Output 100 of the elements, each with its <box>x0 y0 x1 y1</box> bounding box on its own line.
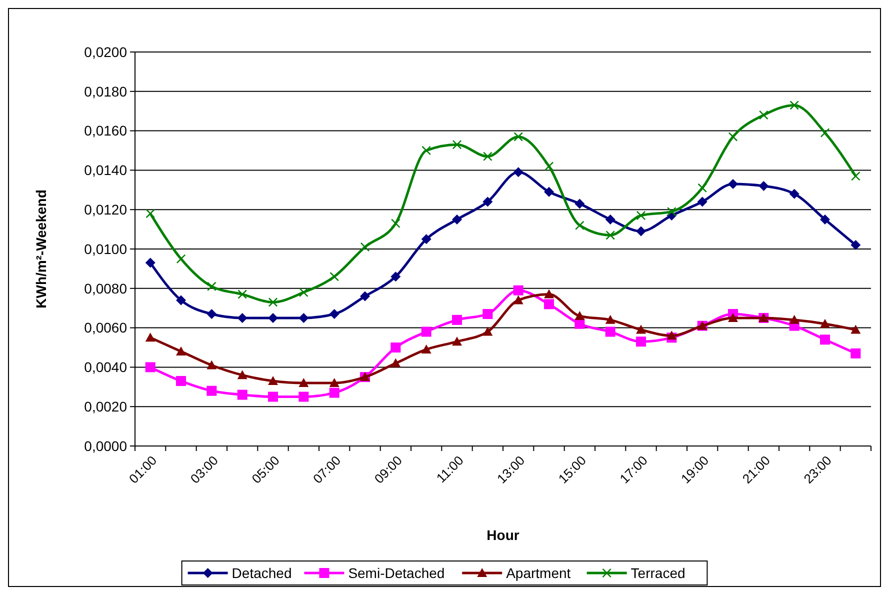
point <box>850 240 861 250</box>
point <box>298 392 309 402</box>
point <box>452 314 462 325</box>
point <box>390 358 401 368</box>
y-tick-label: 0,0160 <box>84 122 128 139</box>
point <box>329 388 340 398</box>
point <box>237 370 248 380</box>
y-tick-label: 0,0000 <box>84 438 128 454</box>
point <box>483 152 492 161</box>
point <box>176 346 186 356</box>
point <box>666 330 677 340</box>
point <box>820 334 830 345</box>
point <box>667 207 676 216</box>
point <box>790 100 799 110</box>
point <box>605 214 616 224</box>
point <box>145 258 156 268</box>
y-tick-label: 0,0020 <box>84 398 128 414</box>
point <box>329 309 340 320</box>
point <box>759 110 768 120</box>
y-tick-label: 0,0060 <box>84 320 128 336</box>
y-tick-label: 0,0200 <box>84 44 128 60</box>
point <box>574 198 585 209</box>
point <box>237 390 248 400</box>
y-axis-title: KWh/m²-Weekend <box>33 190 49 308</box>
y-tick-label: 0,0100 <box>84 240 128 257</box>
point <box>728 178 738 189</box>
point <box>850 324 861 334</box>
point <box>238 290 247 299</box>
point <box>728 132 738 142</box>
point <box>176 254 186 264</box>
point <box>513 167 524 178</box>
legend-label: Detached <box>232 564 292 581</box>
point <box>728 312 738 322</box>
point <box>206 386 217 396</box>
point <box>145 362 156 372</box>
point <box>820 128 830 138</box>
point <box>390 342 401 352</box>
point <box>298 378 309 387</box>
point <box>268 392 278 402</box>
point <box>452 336 462 346</box>
point <box>544 162 554 171</box>
point <box>360 291 370 302</box>
legend-label: Apartment <box>506 564 571 581</box>
point <box>698 183 707 192</box>
point <box>636 226 646 236</box>
point <box>636 324 646 334</box>
y-tick-label: 0,0040 <box>84 359 128 376</box>
point <box>850 348 861 358</box>
point <box>299 288 308 297</box>
point <box>421 326 432 337</box>
point <box>330 272 339 282</box>
point <box>605 314 616 324</box>
point <box>697 196 708 207</box>
point <box>421 234 432 244</box>
point <box>514 132 523 142</box>
point <box>452 214 462 224</box>
legend-label: Semi-Detached <box>348 564 445 581</box>
point <box>606 230 615 240</box>
point <box>636 336 646 347</box>
point <box>298 312 309 323</box>
point <box>391 218 400 228</box>
point <box>574 318 585 329</box>
point <box>329 378 340 387</box>
point <box>268 312 278 323</box>
y-tick-label: 0,0140 <box>84 162 128 178</box>
point <box>421 344 432 354</box>
point <box>575 220 584 230</box>
point <box>482 196 493 207</box>
point <box>146 209 155 218</box>
point <box>482 309 493 320</box>
point <box>482 326 493 336</box>
point <box>176 376 186 386</box>
point <box>513 295 524 304</box>
point <box>268 376 278 385</box>
point <box>820 214 830 224</box>
point <box>574 310 585 320</box>
point <box>544 299 554 310</box>
y-tick-label: 0,0120 <box>84 202 128 218</box>
point <box>206 309 217 320</box>
y-tick-label: 0,0080 <box>84 280 128 296</box>
point <box>390 272 401 282</box>
point <box>237 312 248 323</box>
point <box>605 326 616 337</box>
point <box>544 289 554 298</box>
legend-label: Terraced <box>630 564 686 581</box>
point <box>268 298 278 307</box>
point <box>544 186 554 197</box>
point <box>513 285 524 296</box>
point <box>176 295 186 306</box>
x-axis-title: Hour <box>486 527 520 543</box>
point <box>820 318 830 328</box>
point <box>851 172 860 181</box>
point <box>145 332 156 342</box>
point <box>758 180 769 191</box>
point <box>207 282 216 291</box>
point <box>206 360 217 370</box>
point <box>422 146 431 155</box>
point <box>789 314 800 324</box>
point <box>789 188 800 199</box>
y-tick-label: 0,0180 <box>84 83 128 100</box>
